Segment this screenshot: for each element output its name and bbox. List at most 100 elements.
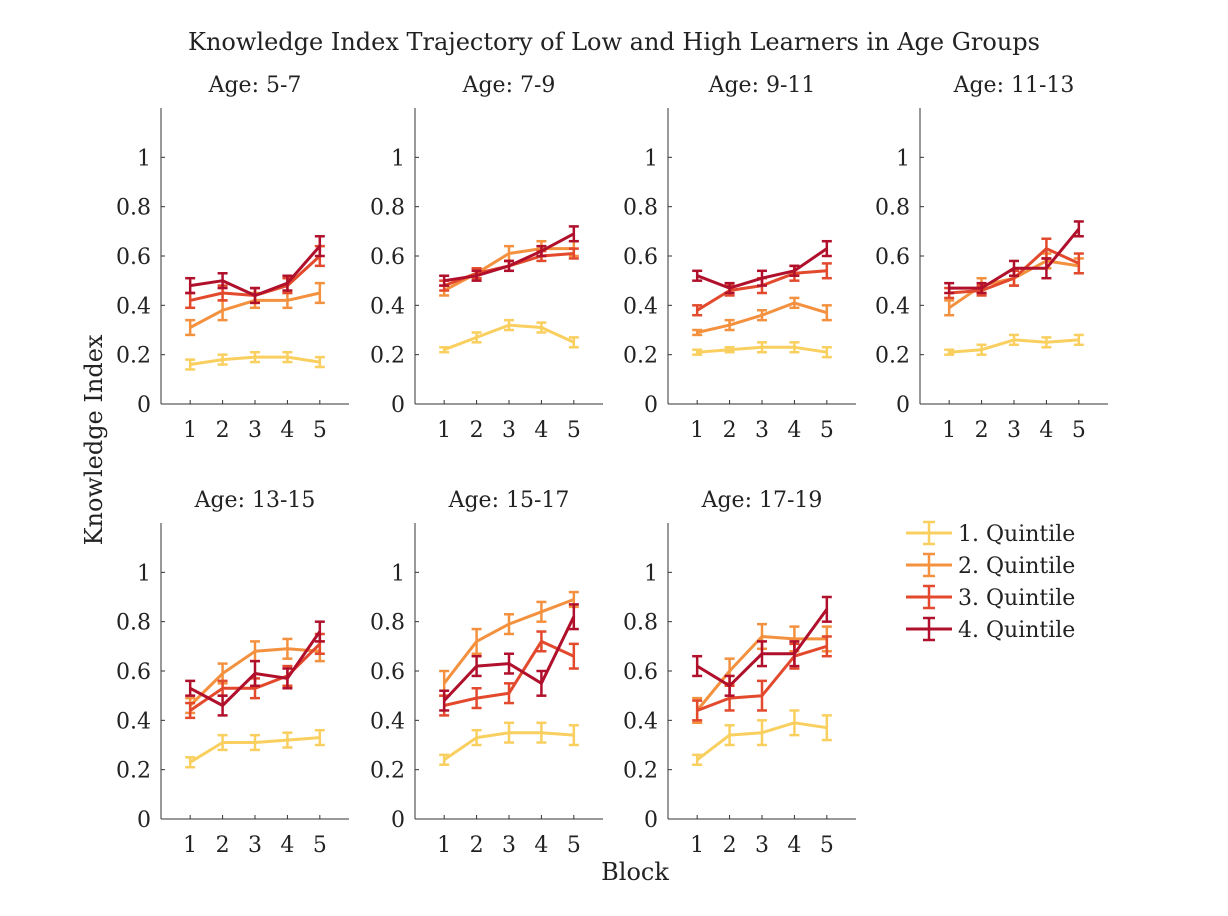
- legend-label: 4. Quintile: [958, 618, 1075, 643]
- error-bar: [217, 694, 228, 717]
- x-tick-label: 3: [502, 418, 516, 443]
- error-bar: [568, 247, 579, 260]
- error-bar: [282, 731, 293, 749]
- error-bar: [789, 709, 800, 737]
- subplot-title: Age: 5-7: [208, 73, 302, 98]
- error-bar: [439, 274, 450, 287]
- x-tick-label: 5: [567, 833, 581, 858]
- series-1-quintile: [692, 709, 832, 766]
- error-bar: [692, 304, 703, 317]
- y-tick-label: 0.8: [370, 196, 405, 221]
- series-1-quintile: [185, 728, 325, 769]
- subplot-title: Age: 7-9: [462, 73, 556, 98]
- subplot-title: Age: 15-17: [448, 488, 570, 513]
- y-tick-label: 0.6: [875, 245, 910, 270]
- x-tick-label: 2: [723, 418, 737, 443]
- series-1-quintile: [185, 350, 325, 371]
- error-bar: [821, 635, 832, 658]
- series-2-quintile: [692, 296, 832, 337]
- y-tick-label: 0.2: [116, 759, 151, 784]
- error-bar: [471, 269, 482, 282]
- series-2-quintile: [185, 637, 325, 715]
- error-bar: [821, 595, 832, 623]
- error-bar: [821, 239, 832, 258]
- x-tick-label: 1: [183, 833, 197, 858]
- error-bar: [692, 348, 703, 356]
- x-tick-label: 2: [723, 833, 737, 858]
- error-bar: [1009, 259, 1019, 277]
- x-tick-label: 3: [502, 833, 516, 858]
- x-tick-label: 2: [216, 418, 230, 443]
- error-bar: [692, 699, 703, 722]
- x-tick-label: 2: [470, 833, 484, 858]
- y-tick-label: 0.6: [116, 245, 151, 270]
- error-bar: [185, 756, 196, 769]
- error-bar: [504, 259, 514, 273]
- error-bar: [757, 640, 767, 668]
- x-tick-label: 4: [1039, 418, 1053, 443]
- error-bar: [536, 630, 547, 653]
- x-tick-label: 1: [183, 418, 197, 443]
- subplot-title: Age: 13-15: [194, 488, 316, 513]
- y-tick-label: 1: [391, 146, 405, 171]
- y-tick-label: 0.8: [623, 196, 658, 221]
- error-bar: [1073, 333, 1084, 347]
- error-bar: [724, 346, 735, 354]
- x-tick-label: 5: [820, 833, 834, 858]
- y-tick-label: 0.8: [623, 611, 658, 636]
- x-tick-label: 3: [755, 418, 769, 443]
- x-tick-label: 2: [975, 418, 989, 443]
- error-bar: [724, 281, 735, 295]
- y-tick-label: 0.4: [623, 709, 658, 734]
- legend-item-1-quintile: 1. Quintile: [906, 520, 1075, 547]
- series-4-quintile: [692, 239, 832, 295]
- error-bar: [250, 286, 260, 305]
- subplot-age-7-9: Age: 7-900.20.40.60.811 2 3 4 5: [370, 73, 603, 443]
- error-bar: [1073, 252, 1084, 275]
- error-bar: [944, 281, 955, 295]
- error-bar: [757, 341, 767, 354]
- x-tick-label: 1: [942, 418, 956, 443]
- legend-item-4-quintile: 4. Quintile: [906, 616, 1075, 643]
- x-tick-label: 2: [216, 833, 230, 858]
- error-bar: [976, 281, 987, 295]
- error-bar: [821, 346, 832, 359]
- error-bar: [1073, 220, 1084, 238]
- error-bar: [185, 276, 196, 295]
- error-bar: [757, 309, 767, 322]
- error-bar: [471, 728, 482, 747]
- x-tick-label: 5: [313, 418, 327, 443]
- legend-item-3-quintile: 3. Quintile: [906, 584, 1075, 611]
- error-bar: [724, 674, 735, 697]
- series-1-quintile: [439, 721, 579, 766]
- x-tick-label: 4: [280, 833, 294, 858]
- x-tick-label: 3: [248, 833, 262, 858]
- y-tick-label: 1: [644, 561, 658, 586]
- error-bar: [282, 667, 293, 690]
- y-tick-label: 0.8: [875, 196, 910, 221]
- x-tick-label: 5: [567, 418, 581, 443]
- y-tick-label: 0.6: [623, 660, 658, 685]
- series-4-quintile: [185, 620, 325, 717]
- error-bar: [250, 733, 260, 752]
- error-bar: [471, 687, 482, 710]
- x-tick-label: 5: [820, 418, 834, 443]
- legend-label: 2. Quintile: [958, 554, 1075, 579]
- y-tick-label: 0.4: [116, 709, 151, 734]
- y-tick-label: 0.4: [875, 294, 910, 319]
- error-bar: [536, 321, 547, 334]
- error-bar: [692, 654, 703, 678]
- y-tick-label: 0: [644, 393, 658, 418]
- error-bar: [692, 269, 703, 282]
- error-bar: [1041, 336, 1052, 349]
- x-axis-label: Block: [601, 858, 669, 886]
- y-tick-label: 0.6: [370, 660, 405, 685]
- y-tick-label: 0.6: [623, 245, 658, 270]
- x-tick-label: 4: [534, 833, 548, 858]
- error-bar: [504, 682, 514, 705]
- error-bar: [217, 733, 228, 752]
- error-bar: [568, 642, 579, 670]
- error-bar: [471, 654, 482, 678]
